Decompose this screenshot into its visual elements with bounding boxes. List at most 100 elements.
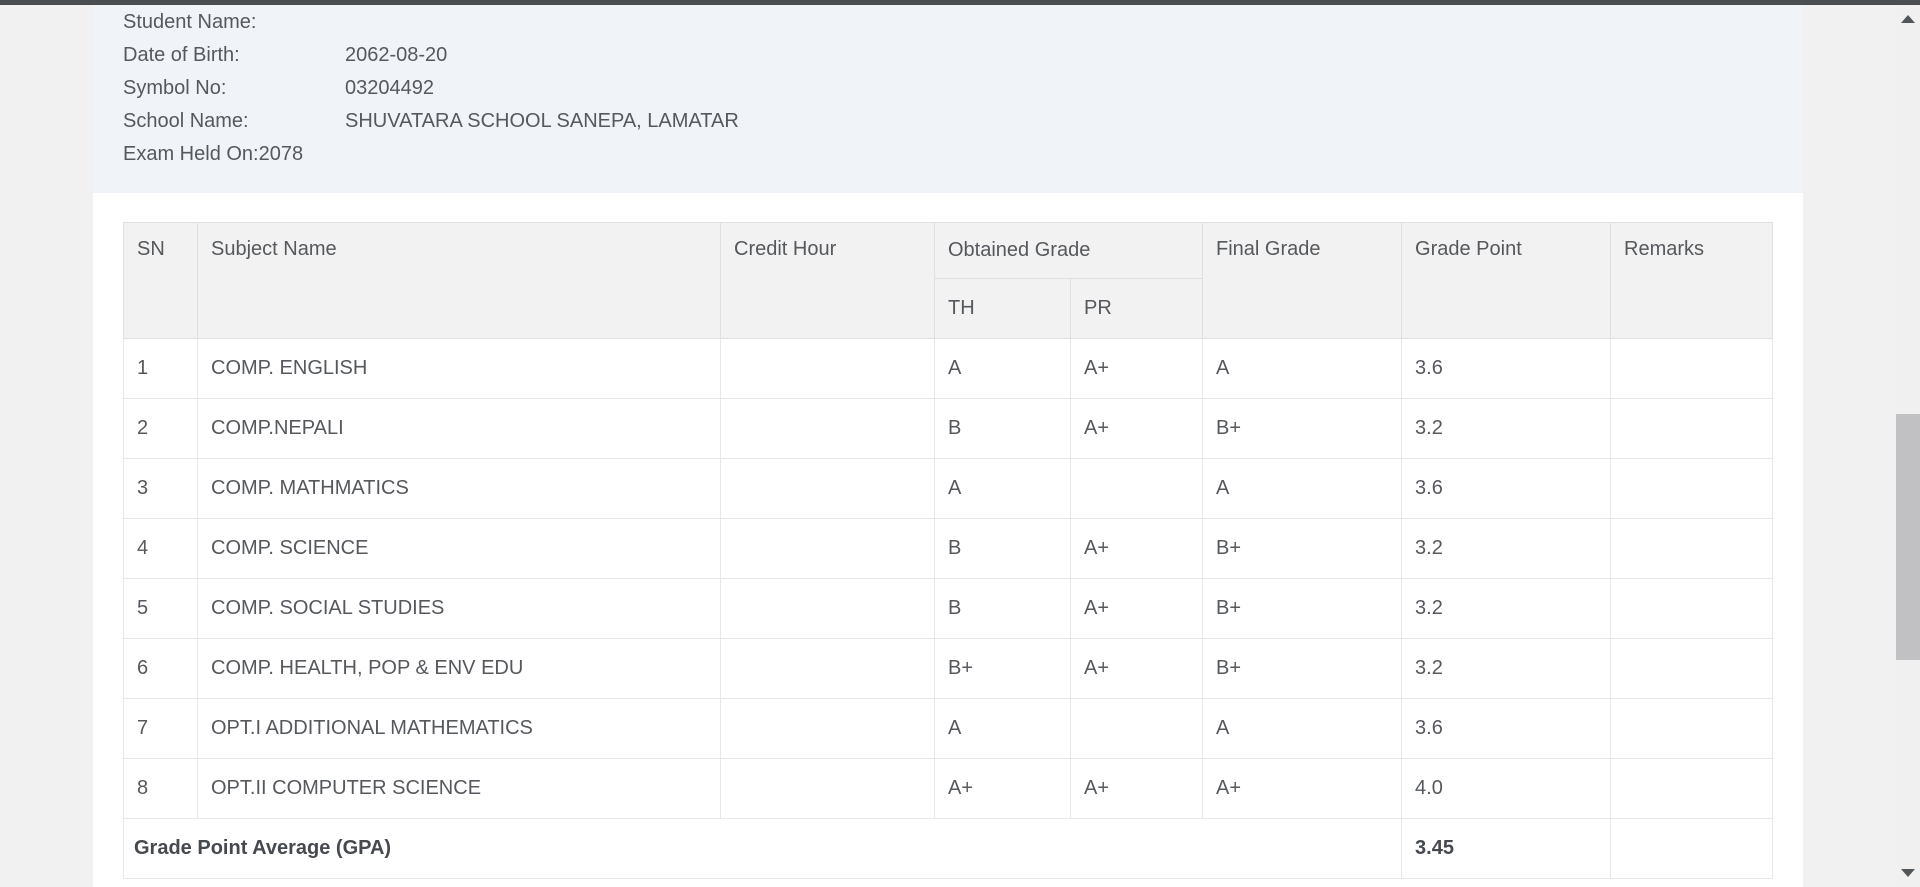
cell-remarks bbox=[1610, 638, 1774, 699]
student-name-label: Student Name: bbox=[123, 11, 257, 33]
cell-subject: COMP. SCIENCE bbox=[197, 518, 721, 579]
scroll-up-button[interactable] bbox=[1896, 7, 1920, 31]
symbol-no-value: 03204492 bbox=[345, 77, 434, 99]
table-row: 8 OPT.II COMPUTER SCIENCE A+ A+ A+ 4.0 bbox=[123, 758, 1774, 819]
cell-remarks bbox=[1610, 518, 1774, 579]
table-row: 1 COMP. ENGLISH A A+ A 3.6 bbox=[123, 338, 1774, 399]
cell-sn: 2 bbox=[123, 398, 198, 459]
school-name-value: SHUVATARA SCHOOL SANEPA, LAMATAR bbox=[345, 110, 739, 132]
table-subheader-row: TH PR bbox=[124, 278, 1773, 339]
cell-pr-grade: A+ bbox=[1069, 758, 1204, 819]
cell-th-grade: B bbox=[934, 518, 1071, 579]
cell-subject: OPT.I ADDITIONAL MATHEMATICS bbox=[197, 698, 721, 759]
cell-sn: 1 bbox=[123, 338, 198, 399]
cell-final-grade: A+ bbox=[1202, 758, 1403, 819]
cell-remarks bbox=[1610, 698, 1774, 759]
cell-remarks bbox=[1610, 458, 1774, 519]
info-row-date-of-birth: Date of Birth: 2062-08-20 bbox=[123, 39, 1803, 72]
column-header-sn: SN bbox=[123, 222, 198, 339]
table-row: 2 COMP.NEPALI B A+ B+ 3.2 bbox=[123, 398, 1774, 459]
cell-sn: 7 bbox=[123, 698, 198, 759]
cell-credit bbox=[720, 638, 935, 699]
cell-subject: OPT.II COMPUTER SCIENCE bbox=[197, 758, 721, 819]
cell-credit bbox=[720, 398, 935, 459]
cell-final-grade: A bbox=[1202, 698, 1403, 759]
student-info-card: Student Name: Date of Birth: 2062-08-20 … bbox=[93, 5, 1803, 193]
vertical-scrollbar[interactable] bbox=[1896, 5, 1920, 887]
cell-credit bbox=[720, 758, 935, 819]
cell-th-grade: A+ bbox=[934, 758, 1071, 819]
cell-pr-grade: A+ bbox=[1069, 398, 1204, 459]
column-header-credit-hour: Credit Hour bbox=[720, 222, 935, 339]
cell-grade-point: 3.2 bbox=[1401, 578, 1612, 639]
cell-credit bbox=[720, 458, 935, 519]
cell-remarks bbox=[1610, 398, 1774, 459]
column-header-th: TH bbox=[934, 278, 1071, 339]
cell-sn: 3 bbox=[123, 458, 198, 519]
cell-final-grade: A bbox=[1202, 458, 1403, 519]
table-header-row: SN Subject Name Credit Hour Obtained Gra… bbox=[123, 222, 1774, 339]
gpa-value: 3.45 bbox=[1401, 818, 1612, 879]
symbol-no-label: Symbol No: bbox=[123, 77, 227, 99]
cell-subject: COMP. ENGLISH bbox=[197, 338, 721, 399]
table-row: 3 COMP. MATHMATICS A A 3.6 bbox=[123, 458, 1774, 519]
table-row: 6 COMP. HEALTH, POP & ENV EDU B+ A+ B+ 3… bbox=[123, 638, 1774, 699]
cell-pr-grade: A+ bbox=[1069, 338, 1204, 399]
cell-subject: COMP.NEPALI bbox=[197, 398, 721, 459]
cell-remarks bbox=[1610, 578, 1774, 639]
cell-pr-grade: A+ bbox=[1069, 518, 1204, 579]
cell-grade-point: 3.6 bbox=[1401, 458, 1612, 519]
cell-pr-grade: A+ bbox=[1069, 638, 1204, 699]
gpa-label: Grade Point Average (GPA) bbox=[122, 818, 1403, 879]
cell-final-grade: B+ bbox=[1202, 638, 1403, 699]
cell-final-grade: B+ bbox=[1202, 518, 1403, 579]
cell-th-grade: B bbox=[934, 398, 1071, 459]
cell-sn: 5 bbox=[123, 578, 198, 639]
cell-th-grade: B+ bbox=[934, 638, 1071, 699]
date-of-birth-value: 2062-08-20 bbox=[345, 44, 448, 66]
cell-th-grade: B bbox=[934, 578, 1071, 639]
exam-held-on-note: Exam Held On:2078 bbox=[123, 143, 304, 165]
cell-credit bbox=[720, 518, 935, 579]
info-row-symbol-no: Symbol No: 03204492 bbox=[123, 72, 1803, 105]
table-row: 7 OPT.I ADDITIONAL MATHEMATICS A A 3.6 bbox=[123, 698, 1774, 759]
gpa-remarks bbox=[1610, 818, 1774, 879]
date-of-birth-label: Date of Birth: bbox=[123, 44, 240, 66]
cell-sn: 6 bbox=[123, 638, 198, 699]
school-name-label: School Name: bbox=[123, 110, 249, 132]
cell-pr-grade bbox=[1069, 698, 1204, 759]
cell-remarks bbox=[1610, 758, 1774, 819]
cell-sn: 8 bbox=[123, 758, 198, 819]
column-header-pr: PR bbox=[1069, 278, 1204, 339]
cell-sn: 4 bbox=[123, 518, 198, 579]
grade-sheet-table: SN Subject Name Credit Hour Obtained Gra… bbox=[122, 222, 1774, 879]
column-header-obtained-grade: Obtained Grade bbox=[933, 222, 1204, 279]
column-header-remarks: Remarks bbox=[1610, 222, 1774, 339]
cell-grade-point: 3.2 bbox=[1401, 518, 1612, 579]
cell-subject: COMP. HEALTH, POP & ENV EDU bbox=[197, 638, 721, 699]
cell-th-grade: A bbox=[934, 458, 1071, 519]
scroll-down-button[interactable] bbox=[1896, 861, 1920, 885]
cell-final-grade: B+ bbox=[1202, 578, 1403, 639]
cell-grade-point: 3.6 bbox=[1401, 338, 1612, 399]
cell-credit bbox=[720, 578, 935, 639]
scroll-down-arrow-icon bbox=[1901, 869, 1915, 877]
cell-grade-point: 3.2 bbox=[1401, 638, 1612, 699]
browser-chrome-edge bbox=[0, 0, 1920, 5]
info-row-student-name: Student Name: bbox=[123, 6, 1803, 39]
scroll-up-arrow-icon bbox=[1901, 15, 1915, 23]
column-header-grade-point: Grade Point bbox=[1401, 222, 1612, 339]
cell-th-grade: A bbox=[934, 698, 1071, 759]
cell-pr-grade bbox=[1069, 458, 1204, 519]
table-row: 5 COMP. SOCIAL STUDIES B A+ B+ 3.2 bbox=[123, 578, 1774, 639]
gpa-summary-row: Grade Point Average (GPA) 3.45 bbox=[122, 818, 1774, 879]
cell-final-grade: A bbox=[1202, 338, 1403, 399]
cell-subject: COMP. MATHMATICS bbox=[197, 458, 721, 519]
cell-th-grade: A bbox=[934, 338, 1071, 399]
scrollbar-thumb[interactable] bbox=[1896, 414, 1920, 660]
cell-final-grade: B+ bbox=[1202, 398, 1403, 459]
cell-remarks bbox=[1610, 338, 1774, 399]
cell-credit bbox=[720, 698, 935, 759]
result-page: Student Name: Date of Birth: 2062-08-20 … bbox=[93, 5, 1803, 887]
cell-grade-point: 3.2 bbox=[1401, 398, 1612, 459]
